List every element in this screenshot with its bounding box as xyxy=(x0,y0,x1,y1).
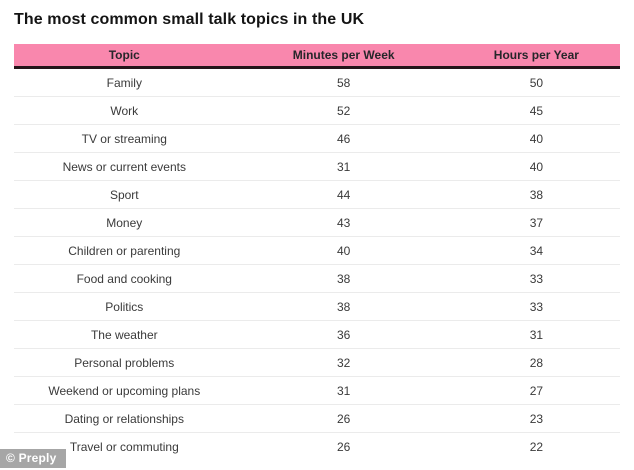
topic-cell: The weather xyxy=(14,320,235,349)
table-row: Money 43 37 xyxy=(14,208,620,237)
topic-cell: Dating or relationships xyxy=(14,404,235,433)
topic-cell: Personal problems xyxy=(14,348,235,377)
infographic-container: The most common small talk topics in the… xyxy=(14,11,620,460)
table-row: Travel or commuting 26 22 xyxy=(14,432,620,460)
hours-per-year-cell: 33 xyxy=(452,264,620,293)
table-header-row: Topic Minutes per Week Hours per Year xyxy=(14,44,620,69)
hours-per-year-cell: 38 xyxy=(452,180,620,209)
minutes-per-week-cell: 52 xyxy=(234,96,453,125)
table-row: Sport 44 38 xyxy=(14,180,620,209)
table-row: Family 58 50 xyxy=(14,68,620,97)
page-title: The most common small talk topics in the… xyxy=(14,11,365,28)
topic-cell: Money xyxy=(14,208,235,237)
hours-per-year-cell: 40 xyxy=(452,152,620,181)
column-header-hours-per-year: Hours per Year xyxy=(452,44,620,69)
minutes-per-week-cell: 26 xyxy=(234,432,453,460)
source-credit-badge: © Preply xyxy=(0,449,67,468)
minutes-per-week-cell: 26 xyxy=(234,404,453,433)
minutes-per-week-cell: 31 xyxy=(234,152,453,181)
topic-cell: News or current events xyxy=(14,152,235,181)
minutes-per-week-cell: 40 xyxy=(234,236,453,265)
topic-cell: Family xyxy=(106,75,142,90)
small-talk-table: Topic Minutes per Week Hours per Year Fa… xyxy=(14,44,620,460)
hours-per-year-cell: 40 xyxy=(452,124,620,153)
column-header-minutes-per-week: Minutes per Week xyxy=(234,44,453,69)
topic-cell: Politics xyxy=(14,292,235,321)
table-body: Family 58 50 Work 52 45 TV or streaming 46 40 New… xyxy=(14,68,620,460)
topic-cell: Children or parenting xyxy=(14,236,235,265)
minutes-per-week-cell: 46 xyxy=(234,124,453,153)
table-row: Politics 38 33 xyxy=(14,292,620,321)
table-row: Weekend or upcoming plans 31 27 xyxy=(14,376,620,405)
minutes-per-week-cell: 38 xyxy=(234,292,453,321)
hours-per-year-cell: 22 xyxy=(452,432,620,460)
hours-per-year-cell: 31 xyxy=(452,320,620,349)
hours-per-year-cell: 34 xyxy=(452,236,620,265)
topic-cell: Sport xyxy=(14,180,235,209)
hours-per-year-cell: 37 xyxy=(452,208,620,237)
table-row: Children or parenting 40 34 xyxy=(14,236,620,265)
minutes-per-week-cell: 31 xyxy=(234,376,453,405)
topic-cell: TV or streaming xyxy=(14,124,235,153)
hours-per-year-cell: 50 xyxy=(529,75,544,90)
hours-per-year-cell: 33 xyxy=(452,292,620,321)
hours-per-year-cell: 27 xyxy=(452,376,620,405)
topic-cell: Weekend or upcoming plans xyxy=(14,376,235,405)
minutes-per-week-cell: 32 xyxy=(234,348,453,377)
topic-cell: Work xyxy=(14,96,235,125)
table-row: News or current events 31 40 xyxy=(14,152,620,181)
minutes-per-week-cell: 58 xyxy=(336,75,351,90)
table-header: Topic Minutes per Week Hours per Year xyxy=(14,44,620,69)
table-row: Work 52 45 xyxy=(14,96,620,125)
column-header-topic: Topic xyxy=(14,44,235,69)
table-row: The weather 36 31 xyxy=(14,320,620,349)
hours-per-year-cell: 23 xyxy=(452,404,620,433)
table-row: TV or streaming 46 40 xyxy=(14,124,620,153)
topic-cell: Food and cooking xyxy=(14,264,235,293)
minutes-per-week-cell: 43 xyxy=(234,208,453,237)
table-row: Food and cooking 38 33 xyxy=(14,264,620,293)
minutes-per-week-cell: 38 xyxy=(234,264,453,293)
minutes-per-week-cell: 44 xyxy=(234,180,453,209)
table-row: Dating or relationships 26 23 xyxy=(14,404,620,433)
table-row: Personal problems 32 28 xyxy=(14,348,620,377)
minutes-per-week-cell: 36 xyxy=(234,320,453,349)
hours-per-year-cell: 45 xyxy=(452,96,620,125)
hours-per-year-cell: 28 xyxy=(452,348,620,377)
